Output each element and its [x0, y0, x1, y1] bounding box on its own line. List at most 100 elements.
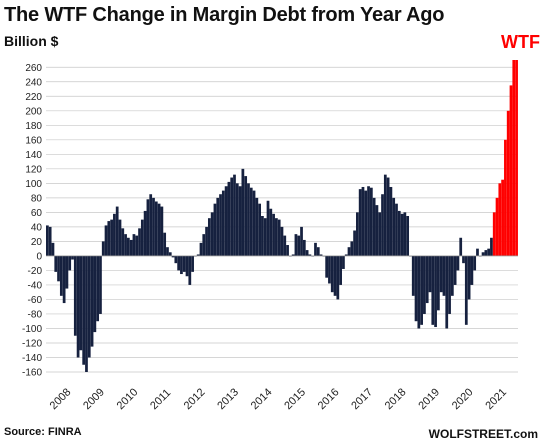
bar	[361, 186, 365, 256]
y-tick-label: -20	[28, 266, 43, 277]
y-axis-tick-labels: -160 -140 -120 -100 -80 -60 -40 -20 0 20 40 60 80 100…	[22, 63, 42, 379]
bar	[291, 254, 295, 256]
y-tick-label: 40	[31, 222, 43, 233]
bar	[71, 255, 74, 260]
bar	[300, 226, 303, 256]
site-watermark: WOLFSTREET.com	[428, 427, 538, 441]
bar	[182, 255, 186, 272]
bar	[395, 203, 398, 256]
y-tick-label: 220	[25, 92, 42, 103]
bar	[498, 183, 502, 256]
bar	[314, 242, 317, 256]
bar	[515, 60, 518, 256]
bars	[46, 60, 518, 372]
bar	[450, 255, 454, 296]
bar	[414, 255, 418, 322]
y-tick-label: -80	[28, 309, 43, 320]
y-tick-label: 0	[36, 251, 42, 262]
bar	[249, 187, 253, 256]
bar	[244, 176, 248, 256]
y-tick-label: -40	[28, 280, 43, 291]
bar	[205, 226, 208, 256]
x-tick-label: 2014	[249, 386, 275, 412]
wtf-annotation: WTF	[501, 32, 540, 52]
bar	[484, 250, 488, 256]
bar	[367, 186, 370, 256]
bar	[481, 252, 485, 256]
bar	[305, 250, 309, 256]
x-tick-label: 2009	[81, 386, 107, 412]
bar	[411, 255, 415, 296]
bar	[219, 194, 222, 256]
y-tick-label: 140	[25, 150, 42, 161]
bar	[87, 255, 91, 358]
y-tick-label: 100	[25, 179, 42, 190]
bar	[247, 183, 250, 256]
bar	[425, 255, 429, 304]
bar	[154, 201, 158, 256]
y-tick-label: 240	[25, 77, 42, 88]
bar	[487, 248, 491, 256]
y-tick-label: 200	[25, 106, 42, 117]
bar	[403, 212, 407, 256]
x-tick-label: 2016	[316, 386, 342, 412]
bar	[65, 255, 69, 289]
bar	[177, 255, 181, 271]
bar	[171, 255, 175, 258]
bar	[261, 216, 264, 256]
bar	[107, 221, 111, 256]
bar	[459, 237, 463, 256]
bar	[146, 199, 150, 256]
bar	[336, 255, 340, 300]
source-label: Source: FINRA	[4, 426, 82, 438]
bar	[115, 206, 119, 256]
bar	[476, 248, 479, 256]
x-tick-label: 2017	[349, 386, 375, 412]
bar	[213, 203, 217, 256]
bar	[347, 247, 351, 256]
bar	[372, 197, 376, 256]
bar	[46, 225, 49, 256]
bar	[160, 206, 164, 256]
bar	[202, 234, 206, 256]
bar	[356, 212, 359, 256]
bar	[121, 228, 125, 256]
bar	[434, 255, 437, 328]
bar	[188, 255, 192, 285]
bar	[166, 247, 169, 256]
bar	[272, 213, 275, 256]
bar	[464, 255, 468, 325]
bar	[68, 255, 72, 271]
bar	[342, 255, 345, 269]
bar	[353, 230, 356, 256]
bar	[406, 216, 410, 256]
bar	[210, 212, 214, 256]
bar	[442, 255, 446, 296]
x-tick-label: 2011	[148, 387, 173, 412]
x-axis-tick-labels: 2008 2009 2010 2011 2012 2013 2014 2015 2016 2017…	[48, 386, 509, 412]
bar	[152, 197, 155, 256]
bar	[297, 235, 301, 256]
bar	[168, 252, 172, 256]
bar	[512, 60, 516, 256]
bar	[453, 255, 457, 285]
bar	[174, 255, 178, 264]
bar	[216, 197, 220, 256]
y-tick-label: 260	[25, 63, 42, 74]
bar	[302, 239, 306, 256]
bar	[104, 225, 108, 256]
bar	[113, 213, 116, 256]
y-tick-label: -140	[22, 353, 42, 364]
bar	[73, 255, 77, 336]
bar	[501, 179, 504, 256]
bar	[386, 177, 390, 256]
bar	[437, 255, 440, 311]
bar	[294, 234, 298, 256]
bar	[383, 174, 387, 256]
bar	[48, 226, 52, 256]
bar	[431, 255, 435, 325]
bar	[59, 255, 63, 296]
bar	[143, 210, 147, 256]
bar	[255, 197, 259, 256]
